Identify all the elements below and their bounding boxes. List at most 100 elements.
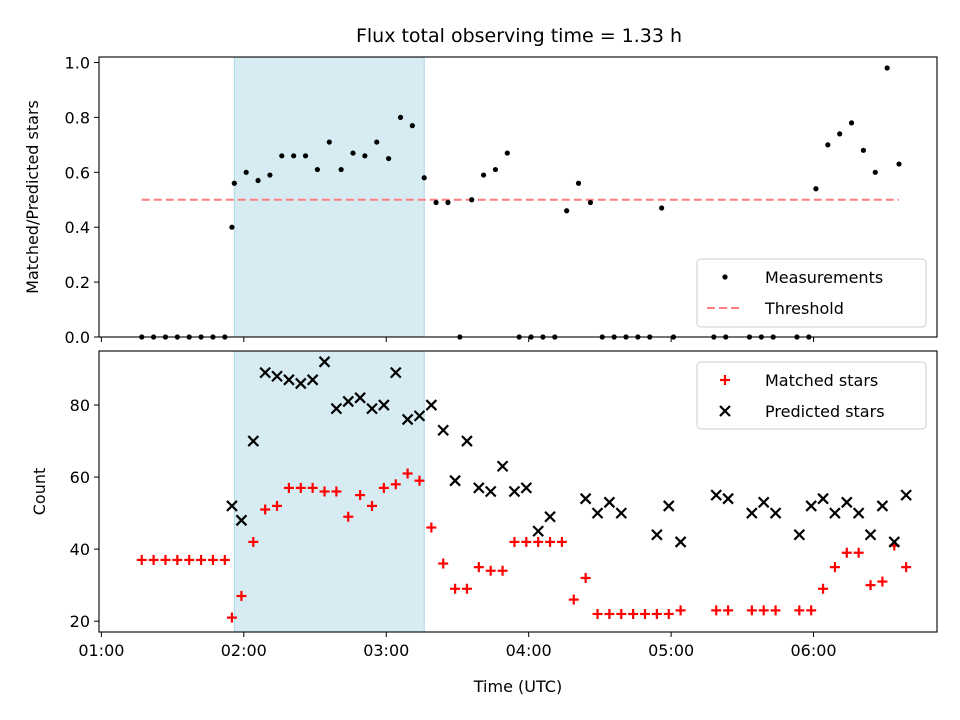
- data-point: [509, 536, 520, 547]
- data-point: [746, 507, 758, 519]
- data-point: [603, 496, 616, 509]
- data-point: [283, 374, 295, 386]
- data-point: [255, 177, 261, 184]
- data-point: [533, 536, 544, 547]
- x-tick-label: 04:00: [506, 641, 552, 660]
- x-tick-label: 01:00: [78, 641, 124, 660]
- data-point: [433, 199, 439, 206]
- legend-label: Predicted stars: [765, 402, 885, 421]
- data-point: [461, 435, 473, 447]
- data-point: [769, 507, 782, 519]
- y-tick-label: 80: [70, 396, 90, 415]
- data-point: [884, 65, 890, 71]
- data-point: [770, 605, 781, 616]
- data-point: [817, 492, 829, 505]
- data-point: [438, 558, 449, 569]
- data-point: [314, 166, 321, 173]
- data-point: [426, 522, 437, 533]
- data-point: [900, 489, 912, 501]
- data-point: [390, 479, 401, 490]
- data-point: [872, 169, 878, 175]
- data-point: [841, 547, 852, 558]
- y-tick-label: 0.8: [65, 108, 90, 127]
- legend-predicted-swatch: [719, 405, 731, 417]
- data-point: [402, 468, 413, 479]
- data-point: [674, 536, 687, 548]
- data-point: [711, 605, 722, 616]
- data-point: [675, 605, 686, 616]
- data-point: [710, 489, 723, 501]
- data-point: [901, 562, 912, 573]
- data-point: [136, 554, 147, 565]
- data-point: [236, 590, 247, 601]
- data-point: [794, 605, 805, 616]
- data-point: [302, 153, 309, 159]
- data-point: [616, 608, 627, 619]
- data-point: [354, 392, 366, 404]
- data-point: [805, 500, 817, 512]
- data-point: [757, 496, 770, 509]
- data-point: [445, 199, 451, 206]
- data-point: [484, 485, 497, 498]
- data-point: [248, 536, 259, 547]
- y-tick-label: 1.0: [65, 53, 90, 72]
- data-point: [172, 554, 183, 565]
- data-point: [852, 507, 865, 519]
- data-point: [837, 131, 843, 137]
- data-point: [229, 224, 235, 230]
- data-point: [330, 402, 343, 415]
- data-point: [389, 366, 402, 379]
- data-point: [651, 608, 662, 619]
- legend-box: [696, 361, 927, 430]
- legend-label: Threshold: [764, 299, 844, 318]
- data-point: [579, 492, 592, 505]
- legend-box: [696, 258, 927, 328]
- y-axis-label: Matched/Predicted stars: [23, 100, 42, 294]
- data-point: [532, 525, 544, 537]
- data-point: [485, 565, 496, 576]
- chart-title: Flux total observing time = 1.33 h: [356, 25, 682, 47]
- data-point: [362, 153, 368, 159]
- axes-frame: [98, 56, 938, 338]
- y-tick-label: 40: [70, 540, 90, 559]
- y-axis-label: Count: [30, 468, 49, 516]
- y-tick-label: 0.4: [65, 218, 90, 237]
- data-point: [640, 608, 651, 619]
- data-point: [504, 150, 510, 156]
- data-point: [283, 482, 294, 493]
- data-point: [469, 197, 475, 203]
- data-point: [853, 547, 864, 558]
- x-tick-label: 05:00: [648, 641, 694, 660]
- legend: Measurements Threshold: [696, 258, 927, 328]
- legend-label: Matched stars: [765, 371, 878, 390]
- data-point: [896, 161, 902, 167]
- data-point: [663, 608, 674, 619]
- data-point: [226, 612, 237, 623]
- data-point: [480, 172, 487, 178]
- data-point: [568, 594, 579, 605]
- data-point: [425, 399, 438, 411]
- data-point: [326, 139, 332, 145]
- data-point: [860, 147, 867, 153]
- data-point: [414, 475, 425, 486]
- data-point: [450, 583, 461, 594]
- data-point: [397, 114, 404, 120]
- data-point: [449, 474, 461, 487]
- data-point: [865, 580, 876, 591]
- data-point: [421, 175, 427, 181]
- data-point: [545, 536, 556, 547]
- legend-label: Measurements: [765, 268, 883, 287]
- data-point: [343, 511, 354, 522]
- data-point: [318, 356, 331, 368]
- data-point: [508, 485, 521, 498]
- x-tick-label: 02:00: [221, 641, 267, 660]
- data-point: [520, 482, 533, 494]
- data-point: [259, 366, 271, 379]
- data-point: [295, 482, 306, 493]
- data-point: [219, 554, 230, 565]
- data-point: [829, 562, 840, 573]
- data-point: [888, 536, 901, 548]
- data-point: [564, 208, 570, 214]
- data-point: [267, 172, 273, 178]
